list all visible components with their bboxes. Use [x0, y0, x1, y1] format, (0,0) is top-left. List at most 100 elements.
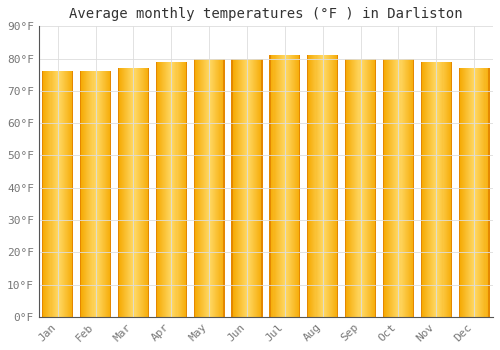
Bar — [295, 55, 296, 317]
Bar — [406, 58, 408, 317]
Bar — [470, 68, 471, 317]
Bar — [375, 58, 376, 317]
Bar — [347, 58, 348, 317]
Bar — [132, 68, 134, 317]
Bar — [145, 68, 146, 317]
Bar — [212, 58, 214, 317]
Bar — [296, 55, 298, 317]
Bar — [433, 62, 434, 317]
Bar — [72, 71, 74, 317]
Bar — [82, 71, 83, 317]
Bar — [307, 55, 308, 317]
Bar — [156, 62, 157, 317]
Bar — [241, 58, 242, 317]
Bar — [398, 58, 400, 317]
Bar — [389, 58, 390, 317]
Bar — [244, 58, 245, 317]
Bar — [260, 58, 262, 317]
Bar — [390, 58, 391, 317]
Bar — [291, 55, 292, 317]
Bar — [52, 71, 54, 317]
Bar — [278, 55, 280, 317]
Bar — [248, 58, 249, 317]
Bar — [482, 68, 484, 317]
Bar — [166, 62, 167, 317]
Bar — [174, 62, 176, 317]
Bar — [110, 71, 111, 317]
Bar — [308, 55, 310, 317]
Bar — [96, 71, 98, 317]
Bar — [282, 55, 283, 317]
Bar — [80, 71, 81, 317]
Bar — [232, 58, 234, 317]
Bar — [167, 62, 168, 317]
Bar — [442, 62, 444, 317]
Bar — [298, 55, 300, 317]
Bar — [429, 62, 430, 317]
Bar — [202, 58, 203, 317]
Bar — [424, 62, 425, 317]
Bar — [444, 62, 446, 317]
Bar — [172, 62, 174, 317]
Bar — [335, 55, 336, 317]
Bar — [42, 71, 43, 317]
Bar — [109, 71, 110, 317]
Bar — [110, 71, 111, 317]
Bar — [458, 68, 460, 317]
Bar — [234, 58, 236, 317]
Bar — [44, 71, 46, 317]
Bar — [164, 62, 165, 317]
Title: Average monthly temperatures (°F ) in Darliston: Average monthly temperatures (°F ) in Da… — [69, 7, 462, 21]
Bar — [283, 55, 284, 317]
Bar — [469, 68, 470, 317]
Bar — [178, 62, 180, 317]
Bar — [218, 58, 220, 317]
Bar — [58, 71, 59, 317]
Bar — [280, 55, 282, 317]
Bar — [69, 71, 70, 317]
Bar — [214, 58, 216, 317]
Bar — [435, 62, 436, 317]
Bar — [472, 68, 473, 317]
Bar — [412, 58, 414, 317]
Bar — [331, 55, 332, 317]
Bar — [204, 58, 205, 317]
Bar — [471, 68, 472, 317]
Bar — [143, 68, 144, 317]
Bar — [484, 68, 486, 317]
Bar — [462, 68, 464, 317]
Bar — [108, 71, 109, 317]
Bar — [346, 58, 347, 317]
Bar — [430, 62, 431, 317]
Bar — [411, 58, 412, 317]
Bar — [203, 58, 204, 317]
Bar — [374, 58, 375, 317]
Bar — [448, 62, 450, 317]
Bar — [274, 55, 276, 317]
Bar — [476, 68, 477, 317]
Bar — [421, 62, 422, 317]
Bar — [146, 68, 147, 317]
Bar — [276, 55, 278, 317]
Bar — [60, 71, 61, 317]
Bar — [486, 68, 488, 317]
Bar — [249, 58, 250, 317]
Bar — [383, 58, 384, 317]
Bar — [201, 58, 202, 317]
Bar — [396, 58, 398, 317]
Bar — [68, 71, 69, 317]
Bar — [402, 58, 404, 317]
Bar — [251, 58, 252, 317]
Bar — [138, 68, 140, 317]
Bar — [423, 62, 424, 317]
Bar — [142, 68, 143, 317]
Bar — [360, 58, 362, 317]
Bar — [362, 58, 364, 317]
Bar — [242, 58, 243, 317]
Bar — [326, 55, 327, 317]
Bar — [238, 58, 240, 317]
Bar — [464, 68, 465, 317]
Bar — [387, 58, 388, 317]
Bar — [136, 68, 138, 317]
Bar — [85, 71, 86, 317]
